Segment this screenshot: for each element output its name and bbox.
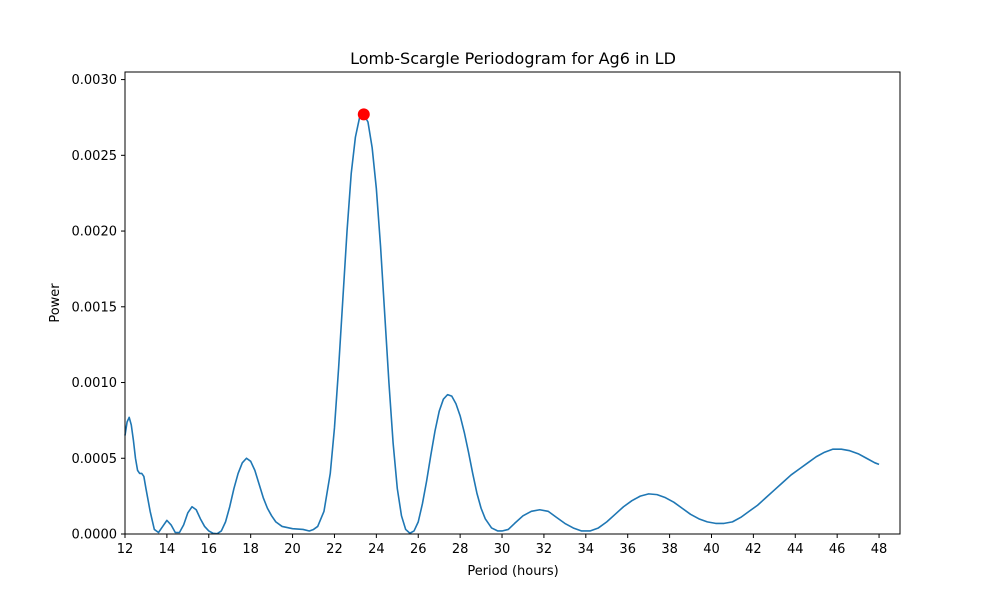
- y-tick-label: 0.0015: [72, 300, 118, 315]
- series-line: [124, 113, 880, 535]
- peak-marker: [357, 108, 370, 121]
- x-tick-label: 34: [578, 542, 595, 557]
- x-tick-label: 20: [284, 542, 301, 557]
- y-tick-label: 0.0030: [72, 73, 118, 88]
- y-tick-label: 0.0020: [72, 225, 118, 240]
- axes-frame: [124, 71, 901, 535]
- x-tick-label: 14: [159, 542, 176, 557]
- plot-area: [124, 108, 880, 535]
- x-tick-label: 26: [410, 542, 427, 557]
- x-tick-label: 24: [368, 542, 385, 557]
- x-tick-label: 36: [619, 542, 636, 557]
- x-axis-ticks: 12 14 16 18 20 22 24 26 28 30 32 34 36 38 40 42 44 46 48: [117, 534, 888, 557]
- y-tick-label: 0.0005: [72, 452, 118, 467]
- y-tick-label: 0.0000: [72, 528, 118, 543]
- x-tick-label: 48: [871, 542, 888, 557]
- y-tick-label: 0.0010: [72, 376, 118, 391]
- x-tick-label: 18: [242, 542, 259, 557]
- y-tick-label: 0.0025: [72, 149, 118, 164]
- y-axis-ticks: 0.0000 0.0005 0.0010 0.0015 0.0020 0.0025 0.00…: [72, 73, 125, 543]
- x-tick-label: 30: [494, 542, 511, 557]
- y-axis-label: Power: [48, 283, 63, 323]
- x-tick-label: 22: [326, 542, 343, 557]
- x-tick-label: 38: [661, 542, 678, 557]
- chart-title: Lomb-Scargle Periodogram for Ag6 in LD: [350, 49, 676, 68]
- x-tick-label: 28: [452, 542, 469, 557]
- x-tick-label: 16: [201, 542, 218, 557]
- x-tick-label: 32: [536, 542, 553, 557]
- x-tick-label: 40: [703, 542, 720, 557]
- x-tick-label: 42: [745, 542, 762, 557]
- x-axis-label: Period (hours): [467, 564, 558, 579]
- x-tick-label: 44: [787, 542, 804, 557]
- x-tick-label: 12: [117, 542, 134, 557]
- x-tick-label: 46: [829, 542, 846, 557]
